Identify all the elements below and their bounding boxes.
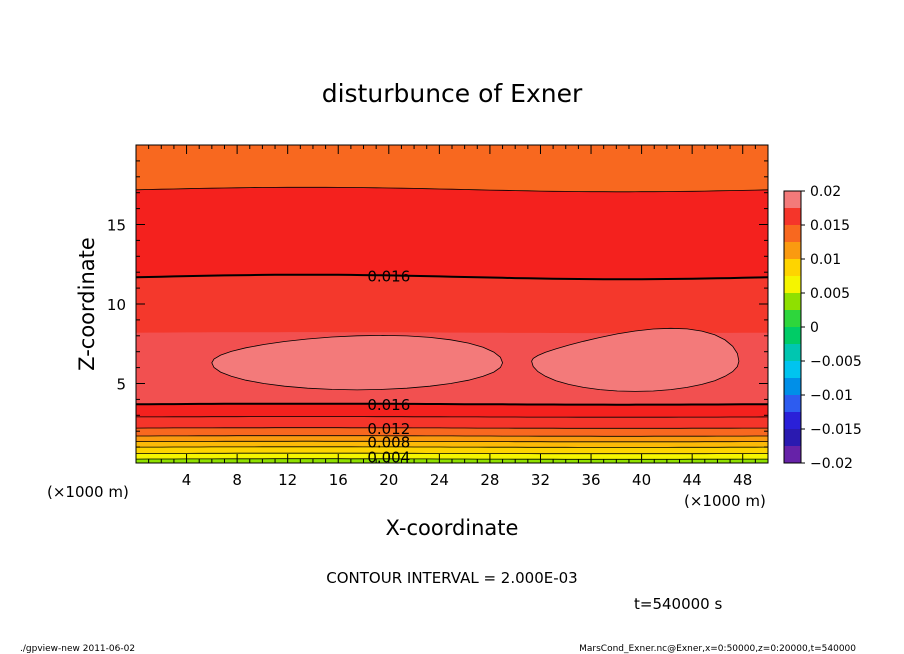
- colorbar-tick-label: −0.015: [810, 422, 862, 438]
- x-tick-label: 20: [379, 471, 398, 489]
- time-label: t=540000 s: [634, 595, 722, 613]
- colorbar-swatch: [784, 378, 801, 396]
- y-tick-label: 10: [107, 296, 126, 314]
- contour-line: [136, 416, 768, 418]
- contour-label: 0.012: [367, 420, 410, 438]
- x-tick-label: 44: [683, 471, 702, 489]
- contour-line-layer: [136, 186, 768, 460]
- contour-interval-text: CONTOUR INTERVAL = 2.000E-03: [326, 569, 577, 587]
- contour-label: 0.016: [367, 267, 410, 285]
- y-axis: 5 10 15: [107, 160, 768, 448]
- colorbar-swatch: [784, 225, 801, 243]
- contour-label: 0.004: [367, 448, 410, 466]
- colorbar-swatch: [784, 344, 801, 362]
- colorbar-tick-label: 0.005: [810, 286, 850, 302]
- colorbar-swatch: [784, 327, 801, 345]
- x-tick-label: 16: [329, 471, 348, 489]
- colorbar-tick-label: −0.01: [810, 388, 853, 404]
- colorbar-swatch: [784, 429, 801, 447]
- colorbar-tick-label: 0.02: [810, 184, 841, 200]
- colorbar-tick-label: 0: [810, 320, 819, 336]
- colorbar-swatch: [784, 310, 801, 328]
- colorbar-swatch: [784, 191, 801, 209]
- y-tick-label: 15: [107, 217, 126, 235]
- colorbar-tick-label: 0.01: [810, 252, 841, 268]
- contour-line: [136, 435, 768, 437]
- chart-title: disturbunce of Exner: [322, 79, 583, 108]
- contour-highlight-region: [531, 327, 740, 392]
- colorbar-swatch: [784, 361, 801, 379]
- x-tick-label: 24: [430, 471, 449, 489]
- contour-highlight-region: [211, 334, 504, 391]
- colorbar-swatch: [784, 242, 801, 260]
- contour-line: [136, 402, 768, 406]
- contour-line: [136, 186, 768, 193]
- contour-fill-layer: [136, 145, 768, 463]
- colorbar-swatch: [784, 293, 801, 311]
- colorbar-frame: [783, 190, 802, 464]
- colorbar-tick-label: 0.015: [810, 218, 850, 234]
- colorbar-swatch: [784, 259, 801, 277]
- colorbar: 0.02 0.015 0.01 0.005 0 −0.005 −0.01 −0.015 −0.0…: [784, 184, 862, 472]
- contour-label: 0.016: [367, 396, 410, 414]
- y-tick-label: 5: [116, 376, 126, 394]
- contour-line: [136, 446, 768, 448]
- x-tick-label: 4: [182, 471, 192, 489]
- x-axis: 4 8 12 16 20 24 28 32 36 40 44 48: [148, 145, 756, 489]
- colorbar-swatch: [784, 208, 801, 226]
- contour-line: [136, 427, 768, 429]
- colorbar-tick-label: −0.02: [810, 456, 853, 472]
- x-tick-label: 40: [632, 471, 651, 489]
- x-tick-label: 12: [278, 471, 297, 489]
- x-tick-label: 36: [581, 471, 600, 489]
- x-tick-label: 48: [733, 471, 752, 489]
- contour-highlight-layer: [211, 327, 740, 392]
- contour-line: [136, 273, 768, 281]
- contour-line: [136, 440, 768, 443]
- x-axis-label: X-coordinate: [386, 516, 519, 540]
- contour-line: [136, 452, 768, 455]
- x-tick-label: 28: [480, 471, 499, 489]
- colorbar-swatch: [784, 412, 801, 430]
- x-unit-label-left: (×1000 m): [47, 483, 129, 501]
- contour-label: 0.008: [367, 433, 410, 451]
- y-axis-label: Z-coordinate: [75, 237, 99, 371]
- colorbar-swatch: [784, 446, 801, 464]
- x-tick-label: 8: [232, 471, 242, 489]
- colorbar-swatch: [784, 276, 801, 294]
- x-unit-label-right: (×1000 m): [684, 492, 766, 510]
- footer-right: MarsCond_Exner.nc@Exner,x=0:50000,z=0:20…: [579, 644, 856, 654]
- colorbar-swatch: [784, 395, 801, 413]
- x-tick-label: 32: [531, 471, 550, 489]
- colorbar-tick-label: −0.005: [810, 354, 862, 370]
- footer-left: ./gpview-new 2011-06-02: [20, 644, 135, 654]
